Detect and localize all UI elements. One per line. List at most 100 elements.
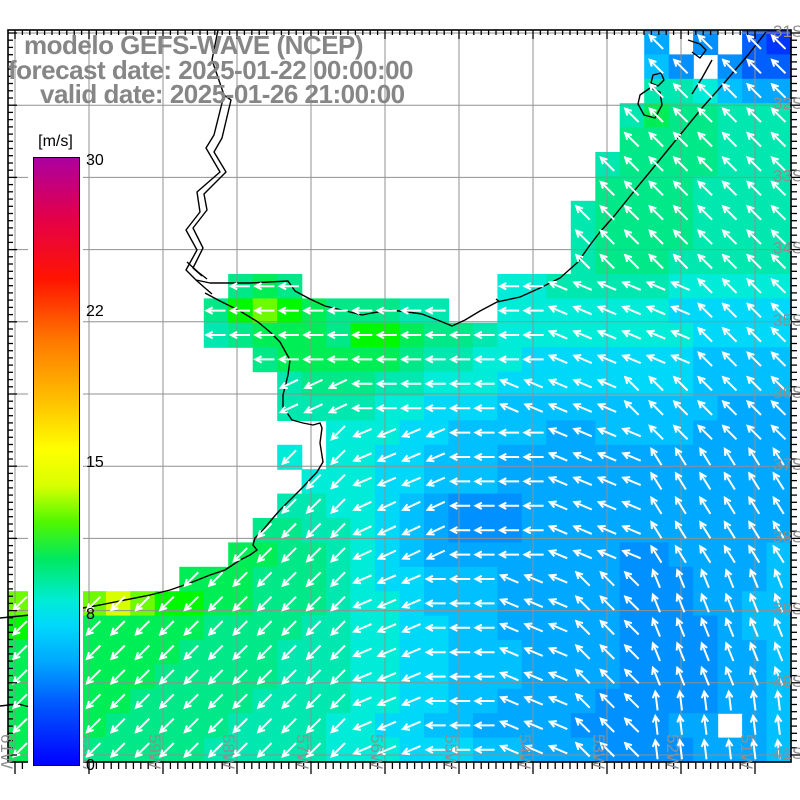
wind-arrow [449, 501, 471, 510]
wind-arrow [352, 452, 372, 463]
wind-arrow [770, 180, 787, 197]
wind-arrow [772, 447, 785, 466]
lon-label: 59W [145, 734, 164, 769]
wind-arrow [134, 644, 151, 661]
wind-arrow [645, 329, 666, 340]
wind-arrow [375, 355, 397, 364]
chart-title: modelo GEFS-WAVE (NCEP) [24, 30, 364, 60]
wind-arrow [207, 644, 224, 661]
wind-arrow [723, 544, 736, 564]
wind-arrow [772, 471, 785, 491]
wind-arrow [183, 644, 199, 661]
wind-arrow [497, 306, 520, 315]
wind-arrow [672, 180, 689, 197]
wind-arrow [651, 568, 661, 589]
wind-arrow [376, 598, 397, 609]
wind-arrow [207, 595, 224, 612]
wind-arrow [401, 598, 421, 609]
wind-arrow [498, 646, 519, 657]
wind-arrow [697, 375, 713, 392]
wind-arrow [11, 742, 28, 759]
wind-arrow [596, 378, 617, 389]
wind-arrow [721, 253, 738, 270]
wind-arrow [401, 574, 421, 585]
wind-arrow [158, 620, 175, 637]
wind-arrow [256, 547, 273, 563]
wind-arrow [645, 305, 666, 316]
wind-arrow [330, 717, 346, 734]
wind-arrow [497, 477, 520, 486]
wind-arrow [623, 741, 640, 758]
wind-arrow [675, 665, 686, 686]
wind-arrow [473, 330, 495, 340]
wind-arrow [158, 595, 175, 612]
wind-arrow [330, 498, 346, 515]
wind-arrow [672, 253, 689, 270]
wind-arrow [232, 595, 248, 612]
wind-arrow [648, 155, 664, 172]
wind-arrow [623, 399, 640, 416]
wind-arrow [749, 665, 759, 686]
lat-labels: 31S 32S 33S 34S 35S 36S 37S 38S 39S 40S 41S [773, 22, 800, 763]
wind-arrow [305, 644, 322, 661]
lat-label: 35S [773, 311, 800, 330]
wind-arrow [547, 573, 568, 584]
wind-arrow [749, 738, 758, 760]
wind-arrow [424, 355, 446, 364]
wind-arrow [523, 744, 544, 755]
wind-arrow [748, 471, 761, 491]
wind-arrow [473, 696, 495, 706]
wind-arrow [85, 693, 102, 710]
wind-arrow [302, 306, 324, 315]
wind-arrow [650, 471, 663, 491]
wind-arrow [770, 326, 787, 343]
wind-arrow [572, 500, 593, 511]
wind-arrow [400, 330, 422, 340]
wind-arrow [158, 693, 175, 710]
wind-arrow [497, 330, 520, 340]
wind-arrow [498, 744, 519, 755]
wind-arrow [281, 595, 297, 612]
wind-arrow [109, 620, 126, 637]
wind-arrow [596, 305, 617, 316]
wind-arrow [574, 229, 591, 245]
lon-label: 52W [663, 734, 682, 769]
wind-arrow [376, 476, 397, 487]
wind-arrow [650, 495, 663, 515]
wind-arrow [352, 598, 372, 609]
wind-arrow [232, 669, 248, 685]
wind-arrow [547, 598, 568, 609]
wind-arrow [623, 229, 640, 245]
wind-arrow [596, 329, 617, 340]
lon-label: 55W [441, 734, 460, 769]
wind-arrow [228, 306, 250, 315]
wind-arrow [330, 522, 346, 539]
lon-label: 53W [589, 734, 608, 769]
wind-arrow [375, 330, 397, 340]
lat-label: 32S [773, 94, 800, 113]
wind-arrow [523, 646, 544, 657]
wind-arrow [675, 568, 686, 589]
wind-arrow [651, 592, 661, 613]
wind-arrow [183, 620, 199, 637]
wind-arrow [424, 623, 446, 632]
wind-arrow [700, 738, 710, 760]
wind-arrow [697, 326, 713, 343]
wind-arrow [596, 402, 617, 413]
wind-arrow [473, 574, 495, 584]
wind-arrow [746, 58, 762, 75]
wind-arrow [351, 355, 373, 364]
wind-arrow [599, 253, 615, 270]
wind-arrow [721, 424, 738, 441]
lon-labels: 61W60W59W58W57W56W55W54W53W52W51W [0, 734, 756, 769]
coastline-path [495, 298, 501, 303]
wind-arrow [305, 717, 322, 734]
wind-arrow [523, 402, 544, 413]
wind-arrow [204, 330, 226, 340]
wind-arrow [721, 58, 738, 75]
wind-arrow [523, 720, 544, 731]
wind-arrow [572, 451, 593, 462]
wind-arrow [400, 355, 422, 364]
wind-arrow [281, 693, 297, 710]
